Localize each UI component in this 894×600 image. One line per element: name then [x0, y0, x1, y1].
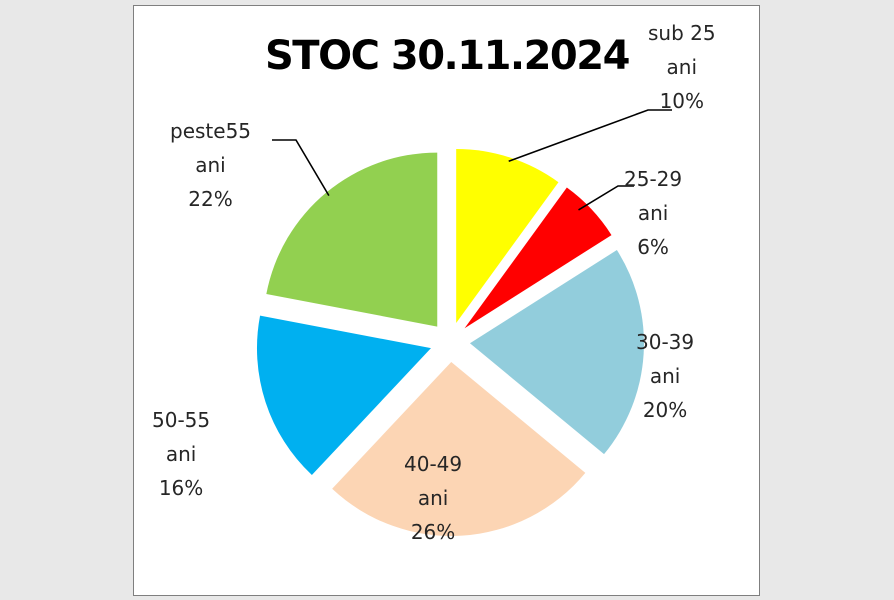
label-sub-25: sub 25 ani 10% [648, 21, 716, 113]
label-30-39: 30-39 ani 20% [636, 330, 695, 422]
slice-40-49 [332, 361, 586, 536]
leader-line-peste55 [272, 139, 330, 197]
label-40-49: 40-49 ani 26% [404, 452, 463, 544]
label-25-29: 25-29 ani 6% [624, 167, 683, 259]
label-peste55: peste55 ani 22% [170, 119, 252, 211]
slice-30-39 [469, 250, 644, 455]
chart-title: STOC 30.11.2024 [265, 33, 630, 79]
leader-line-25-29 [578, 185, 634, 211]
slice-sub-25 [456, 148, 559, 323]
label-50-55: 50-55 ani 16% [152, 408, 211, 500]
slice-peste55 [266, 152, 438, 327]
leader-line-sub-25 [508, 109, 672, 163]
slice-25-29 [464, 187, 612, 329]
slice-50-55 [256, 315, 431, 476]
